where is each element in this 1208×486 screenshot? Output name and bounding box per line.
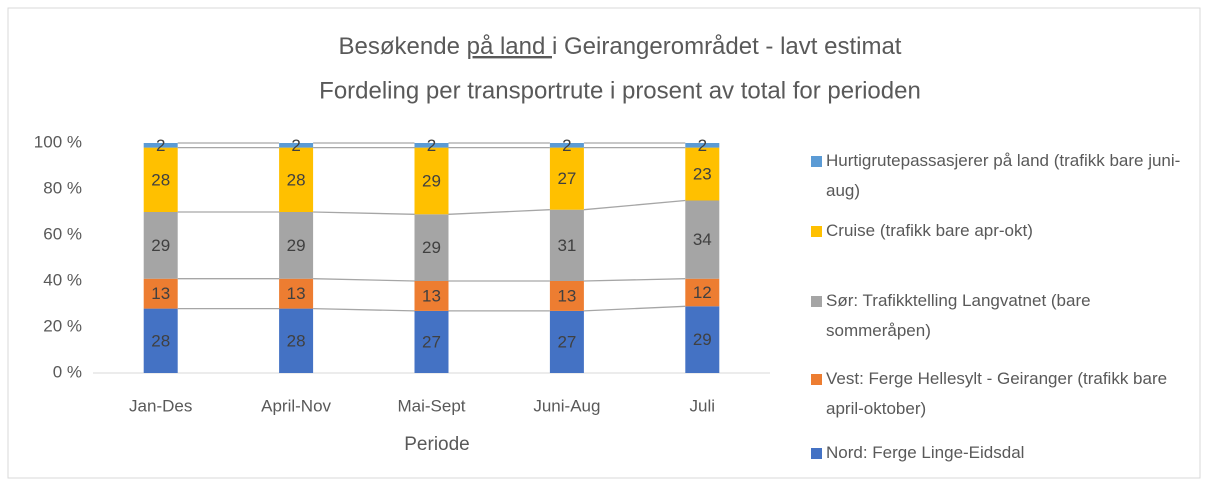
y-tick-label: 60 % <box>43 224 82 243</box>
bar-segment <box>685 306 720 373</box>
data-label: 31 <box>557 236 576 255</box>
data-label: 28 <box>287 170 306 189</box>
data-label: 28 <box>151 331 170 350</box>
y-tick-label: 40 % <box>43 270 82 289</box>
title-part: på land <box>467 33 552 60</box>
bar-segment <box>143 143 178 148</box>
legend-label: Cruise (trafikk bare apr-okt) <box>826 221 1033 240</box>
data-label: 27 <box>557 169 576 188</box>
data-label: 27 <box>422 332 441 351</box>
bar-segment <box>549 143 584 148</box>
legend-swatch <box>811 374 822 385</box>
chart-subtitle: Fordeling per transportrute i prosent av… <box>319 77 921 104</box>
data-label: 28 <box>287 331 306 350</box>
bar-segment <box>279 212 314 279</box>
data-label: 28 <box>151 170 170 189</box>
series-line <box>448 209 550 215</box>
data-label: 13 <box>422 286 441 305</box>
legend-swatch <box>811 296 822 307</box>
bar-segment <box>549 310 584 373</box>
bar-segment <box>279 147 314 212</box>
x-axis-label: Periode <box>404 434 470 455</box>
legend-swatch <box>811 156 822 167</box>
chart-title: Besøkende på land i Geirangerområdet - l… <box>339 33 902 60</box>
y-tick-label: 100 % <box>34 132 82 151</box>
data-label: 13 <box>287 284 306 303</box>
legend-swatch <box>811 448 822 459</box>
series-line <box>313 307 415 312</box>
bar-segment <box>685 143 720 148</box>
x-tick-label: Jan-Des <box>129 396 192 415</box>
bar-segment <box>279 278 314 309</box>
data-label: 13 <box>557 286 576 305</box>
legend-label: Sør: Trafikktelling Langvatnet (bare som… <box>826 291 1091 340</box>
data-label: 2 <box>427 136 436 155</box>
data-label: 2 <box>698 136 707 155</box>
bar-segment <box>549 281 584 311</box>
bar-segment <box>414 143 449 148</box>
x-tick-label: Juli <box>690 396 716 415</box>
legend-label: Nord: Ferge Linge-Eidsdal <box>826 443 1025 462</box>
data-label: 29 <box>422 238 441 257</box>
data-label: 23 <box>693 165 712 184</box>
bar-segment <box>685 200 720 279</box>
title-part: i Geirangerområdet - lavt estimat <box>552 33 902 60</box>
bar-segment <box>143 278 178 309</box>
bar-segment <box>549 147 584 210</box>
series-line <box>583 199 686 211</box>
bar-segment <box>143 308 178 373</box>
data-label: 13 <box>151 284 170 303</box>
bar-segment <box>414 147 449 215</box>
data-label: 12 <box>693 283 712 302</box>
bar-segment <box>143 212 178 279</box>
data-label: 27 <box>557 332 576 351</box>
data-label: 2 <box>562 136 571 155</box>
data-label: 29 <box>693 330 712 349</box>
bar-segment <box>414 214 449 281</box>
x-tick-label: Mai-Sept <box>397 396 465 415</box>
data-label: 2 <box>156 136 165 155</box>
bar-segment <box>414 281 449 311</box>
title-part: Besøkende <box>339 33 467 60</box>
y-tick-label: 20 % <box>43 316 82 335</box>
bar-segment <box>549 209 584 281</box>
series-line <box>583 278 686 282</box>
legend-label: Hurtigrutepassasjerer på land (trafikk b… <box>826 151 1181 200</box>
data-label: 29 <box>151 236 170 255</box>
data-label: 29 <box>422 171 441 190</box>
data-label: 2 <box>291 136 300 155</box>
bar-segment <box>143 147 178 212</box>
series-line <box>583 305 686 312</box>
y-tick-label: 0 % <box>53 362 82 381</box>
y-tick-label: 80 % <box>43 178 82 197</box>
bar-segment <box>279 143 314 148</box>
chart-border <box>7 7 1201 479</box>
x-tick-label: Juni-Aug <box>533 396 600 415</box>
bar-segment <box>414 310 449 373</box>
bar-segment <box>685 147 720 201</box>
legend-swatch <box>811 226 822 237</box>
data-label: 29 <box>287 236 306 255</box>
series-line <box>313 211 415 215</box>
legend-label: Vest: Ferge Hellesylt - Geiranger (trafi… <box>826 369 1168 418</box>
bar-segment <box>279 308 314 373</box>
series-line <box>313 278 415 282</box>
x-tick-label: April-Nov <box>261 396 331 415</box>
bar-segment <box>685 278 720 307</box>
data-label: 34 <box>693 230 712 249</box>
